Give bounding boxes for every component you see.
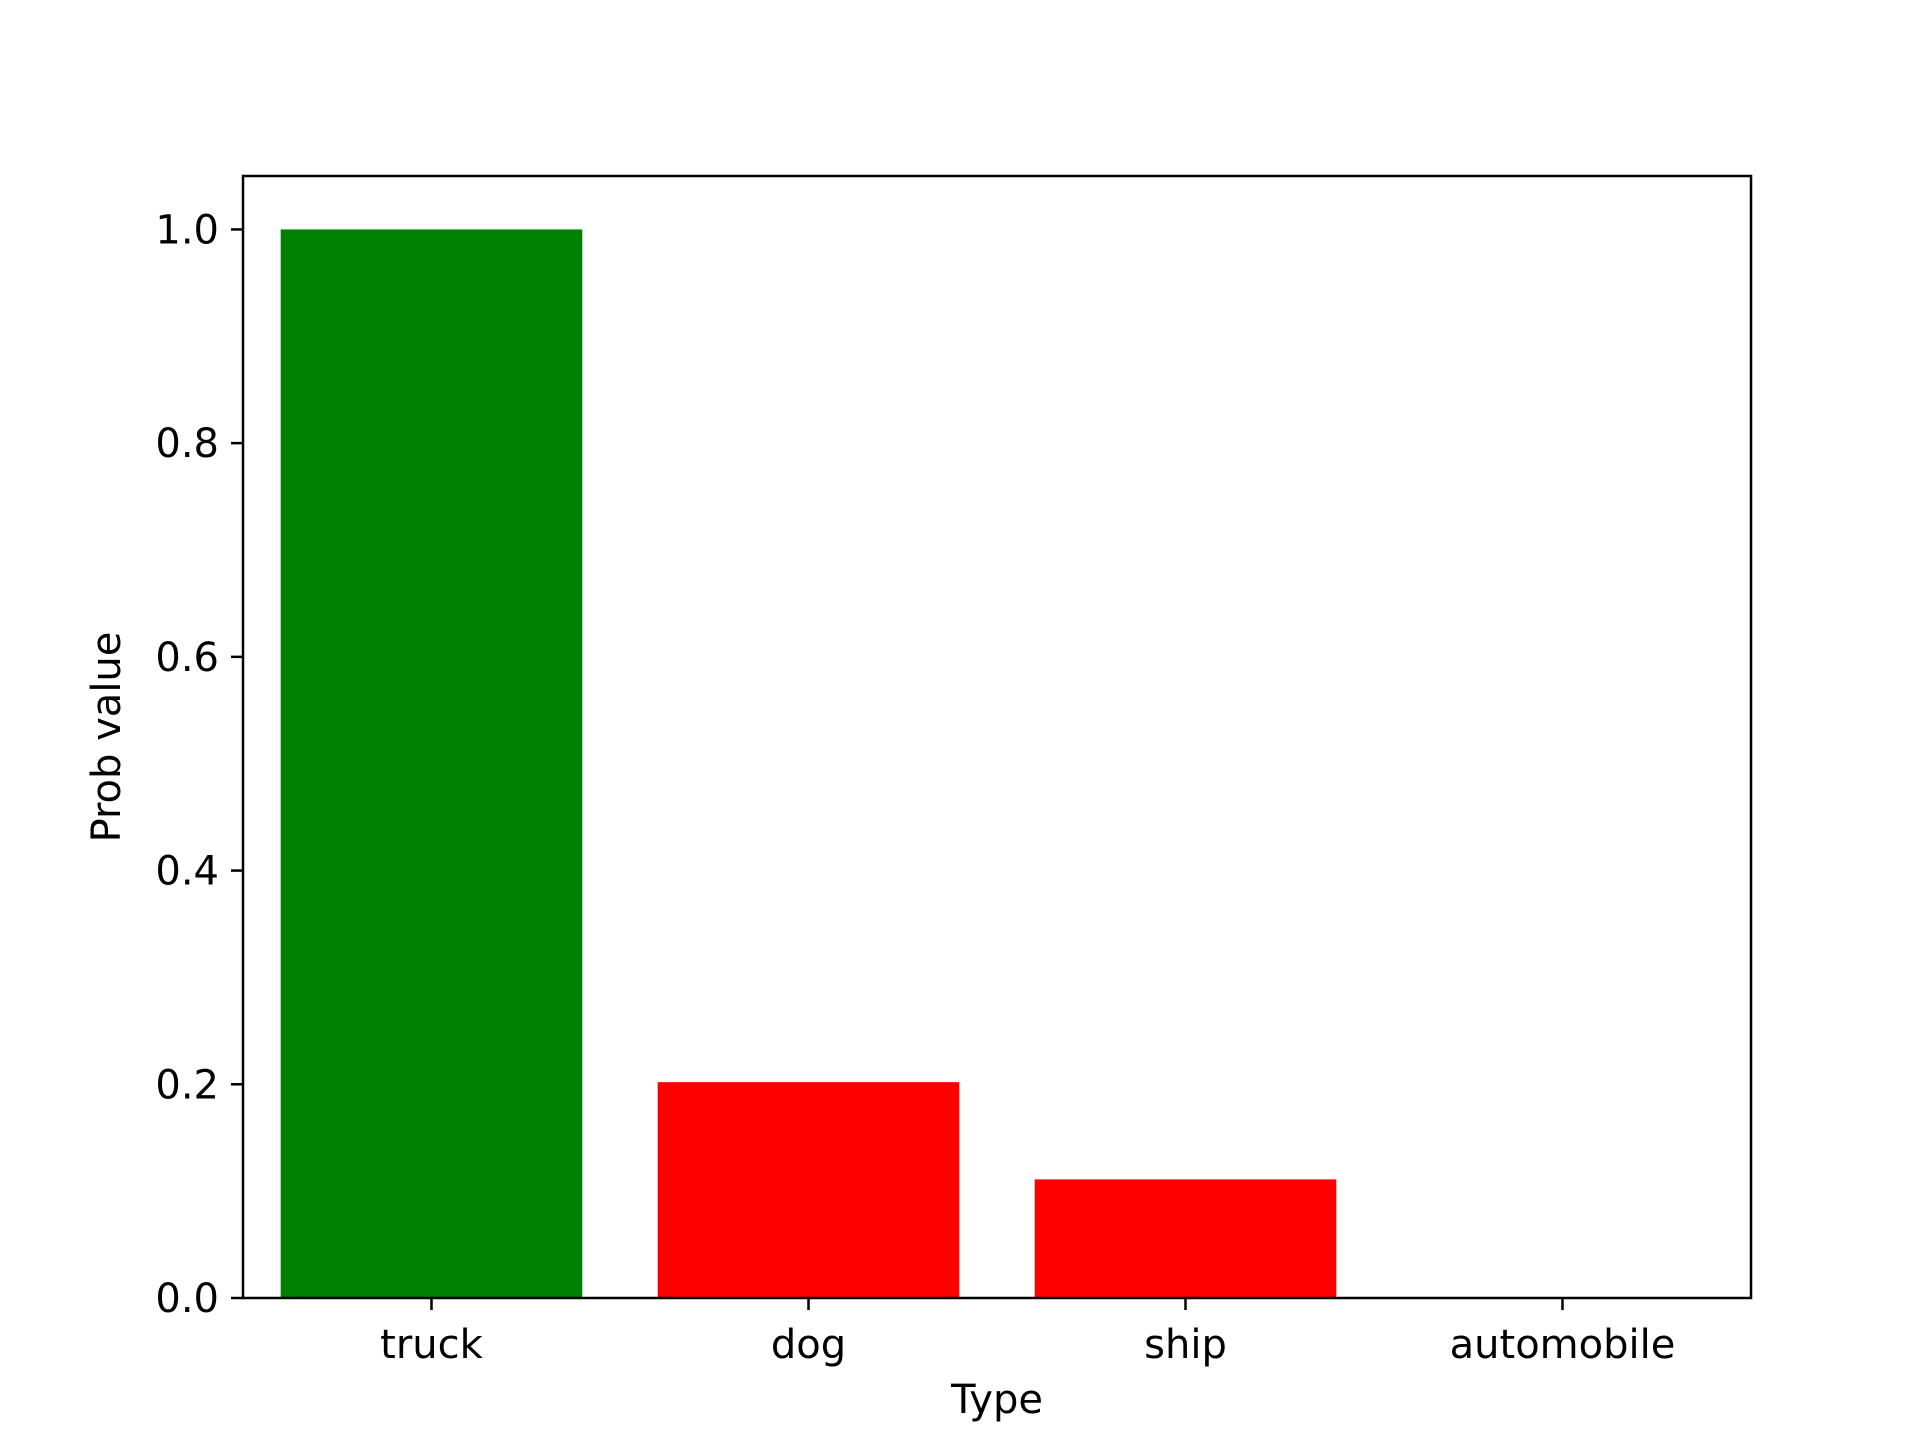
x-axis-label: Type (950, 1377, 1043, 1423)
bar-dog (657, 1082, 960, 1298)
x-tick-label: dog (771, 1322, 846, 1368)
y-tick-label: 1.0 (155, 207, 219, 253)
y-axis-label: Prob value (84, 632, 130, 843)
bar-ship (1034, 1179, 1337, 1298)
bars-group (280, 229, 1337, 1298)
y-tick-label: 0.4 (155, 849, 219, 895)
bar-truck (280, 229, 583, 1298)
y-tick-label: 0.8 (155, 421, 219, 467)
x-axis-ticks: truck dog ship automobile (380, 1298, 1675, 1368)
y-tick-label: 0.2 (155, 1062, 219, 1108)
x-tick-label: automobile (1450, 1322, 1676, 1368)
y-axis-ticks: 0.0 0.2 0.4 0.6 0.8 1.0 (155, 207, 243, 1322)
y-tick-label: 0.0 (155, 1276, 219, 1322)
x-tick-label: truck (380, 1322, 483, 1368)
plot-area-frame (241, 174, 1753, 1300)
y-tick-label: 0.6 (155, 635, 219, 681)
x-tick-label: ship (1144, 1322, 1227, 1368)
